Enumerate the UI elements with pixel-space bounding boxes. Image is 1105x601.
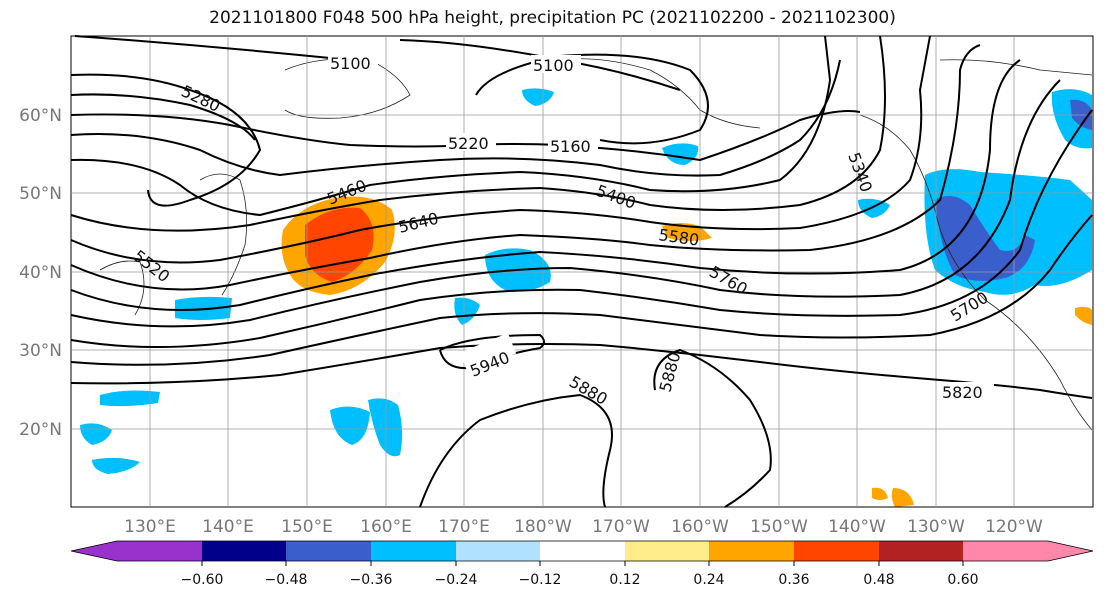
map-frame <box>70 35 1094 508</box>
colorbar-segment <box>625 541 709 561</box>
lat-label: 30°N <box>19 341 62 361</box>
colorbar-segment <box>540 541 625 561</box>
contour-label: 5160 <box>550 137 591 156</box>
colorbar-segment <box>71 541 202 561</box>
colorbar-segment <box>709 541 794 561</box>
lat-label: 60°N <box>19 106 62 126</box>
colorbar-tick: 0.24 <box>693 572 724 588</box>
lon-label: 140°W <box>828 517 886 537</box>
colorbar-segment <box>794 541 879 561</box>
colorbar-tick: −0.48 <box>265 572 308 588</box>
colorbar-segment <box>456 541 540 561</box>
lon-label: 160°W <box>671 517 729 537</box>
graticule <box>71 36 1093 507</box>
lon-label: 180°W <box>514 517 572 537</box>
contour-label: 5520 <box>130 246 174 286</box>
contour-label: 5100 <box>330 54 371 73</box>
lon-label: 150°W <box>750 517 808 537</box>
lon-label: 170°W <box>592 517 650 537</box>
contour-label: 5760 <box>706 262 751 299</box>
lat-label: 40°N <box>19 263 62 283</box>
colorbar-tick: −0.36 <box>350 572 393 588</box>
contour-label: 5880 <box>566 372 611 409</box>
lon-label: 140°E <box>202 517 254 537</box>
lon-label: 130°W <box>907 517 965 537</box>
lon-label: 130°E <box>124 517 176 537</box>
colorbar: −0.60 −0.48 −0.36 −0.24 −0.12 0.12 0.24 … <box>70 540 1094 588</box>
contour-label: 5880 <box>656 350 685 394</box>
colorbar-tick: 0.60 <box>947 572 978 588</box>
lon-label: 120°W <box>985 517 1043 537</box>
contour-label: 5220 <box>448 134 489 153</box>
map-title: 2021101800 F048 500 hPa height, precipit… <box>209 8 896 28</box>
contour-label: 5820 <box>942 383 983 402</box>
lon-label: 170°E <box>438 517 490 537</box>
colorbar-segment <box>286 541 371 561</box>
lon-label: 160°E <box>360 517 412 537</box>
longitude-labels: 130°E 140°E 150°E 160°E 170°E 180°W 170°… <box>124 517 1043 537</box>
latitude-labels: 60°N 50°N 40°N 30°N 20°N <box>19 106 62 440</box>
contour-label: 5340 <box>844 150 876 195</box>
contour-label: 5280 <box>178 81 223 115</box>
colorbar-tick: −0.24 <box>435 572 478 588</box>
colorbar-segment <box>879 541 963 561</box>
colorbar-tick: −0.12 <box>519 572 562 588</box>
lat-label: 20°N <box>19 420 62 440</box>
colorbar-tick: −0.60 <box>181 572 224 588</box>
contour-labels: 5100 5100 5280 5220 5160 5460 5640 5400 … <box>130 53 994 409</box>
lat-label: 50°N <box>19 184 62 204</box>
precip-shading <box>80 88 1092 507</box>
colorbar-tick: 0.36 <box>778 572 809 588</box>
contour-label: 5100 <box>533 56 574 75</box>
lon-label: 150°E <box>281 517 333 537</box>
colorbar-segment <box>963 541 1093 561</box>
colorbar-segment <box>371 541 456 561</box>
contour-label: 5640 <box>396 209 440 237</box>
colorbar-segment <box>202 541 286 561</box>
colorbar-tick: 0.48 <box>863 572 894 588</box>
colorbar-tick: 0.12 <box>609 572 640 588</box>
coastlines <box>99 58 1093 431</box>
